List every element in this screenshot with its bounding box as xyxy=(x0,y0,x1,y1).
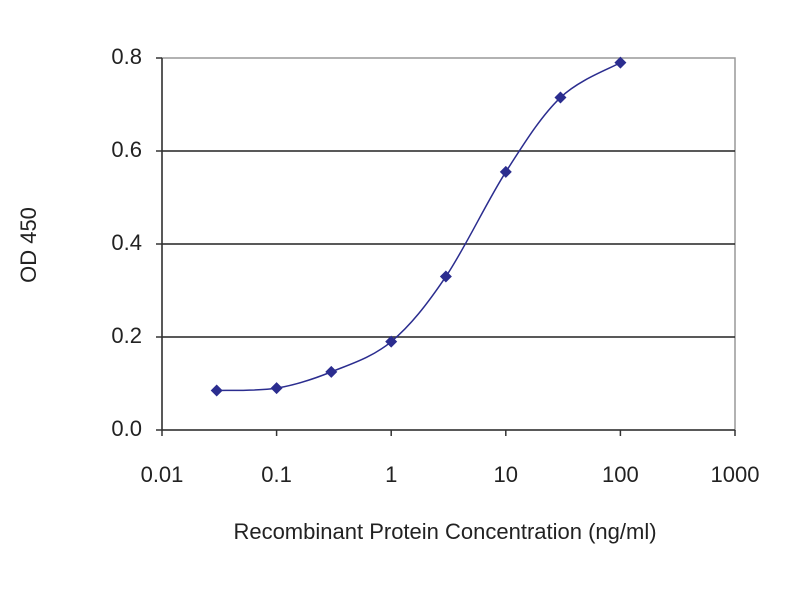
data-point xyxy=(499,165,512,178)
x-tick-label: 1000 xyxy=(711,462,760,487)
y-tick-label: 0.8 xyxy=(111,44,142,69)
data-point xyxy=(385,335,398,348)
x-tick-label: 0.1 xyxy=(261,462,292,487)
y-tick-label: 0.6 xyxy=(111,137,142,162)
data-point xyxy=(325,365,338,378)
x-tick-label: 10 xyxy=(494,462,518,487)
data-point xyxy=(270,382,283,395)
x-axis-label: Recombinant Protein Concentration (ng/ml… xyxy=(233,519,656,544)
data-point xyxy=(439,270,452,283)
data-point xyxy=(554,91,567,104)
data-point xyxy=(614,56,627,69)
x-tick-label: 1 xyxy=(385,462,397,487)
y-axis-label: OD 450 xyxy=(16,207,41,283)
y-tick-label: 0.0 xyxy=(111,416,142,441)
y-tick-label: 0.2 xyxy=(111,323,142,348)
y-tick-label: 0.4 xyxy=(111,230,142,255)
data-point xyxy=(210,384,223,397)
x-tick-label: 100 xyxy=(602,462,639,487)
x-tick-label: 0.01 xyxy=(141,462,184,487)
data-line xyxy=(216,62,621,392)
